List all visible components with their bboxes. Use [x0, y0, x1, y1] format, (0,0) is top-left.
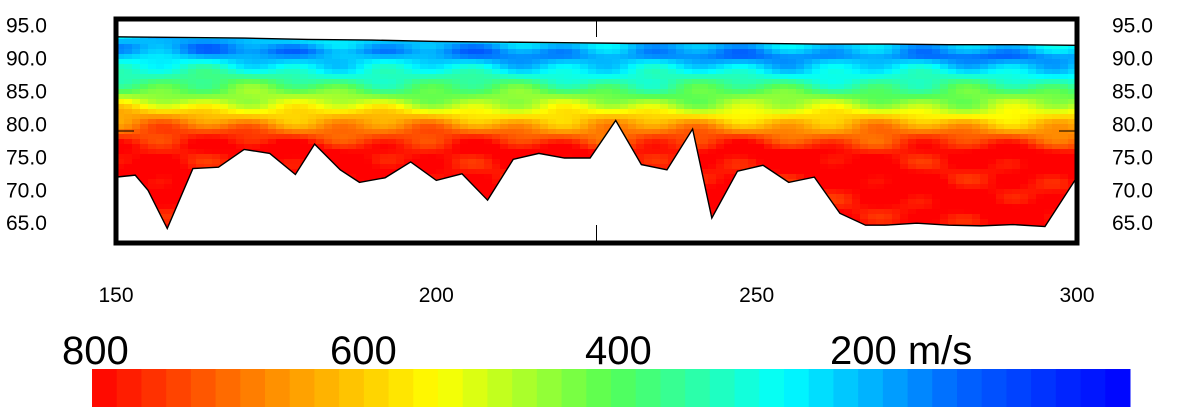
colorbar-segment: [982, 369, 1007, 407]
colorbar: [92, 369, 1131, 407]
colorbar-label: 200 m/s: [830, 329, 972, 373]
y-tick-label-right: 80.0: [1112, 113, 1153, 136]
colorbar-segment: [685, 369, 710, 407]
colorbar-segment: [438, 369, 463, 407]
colorbar-segment: [389, 369, 414, 407]
colorbar-segment: [858, 369, 883, 407]
colorbar-segment: [339, 369, 364, 407]
y-tick-label-right: 75.0: [1112, 146, 1153, 169]
colorbar-segment: [908, 369, 933, 407]
colorbar-segment: [512, 369, 537, 407]
colorbar-label: 600: [330, 329, 397, 373]
colorbar-segment: [216, 369, 241, 407]
colorbar-segment: [537, 369, 562, 407]
colorbar-segment: [660, 369, 685, 407]
colorbar-segment: [809, 369, 834, 407]
colorbar-segment: [487, 369, 512, 407]
colorbar-segment: [240, 369, 265, 407]
y-tick-label-right: 95.0: [1112, 15, 1153, 38]
y-tick-label-right: 85.0: [1112, 80, 1153, 103]
colorbar-segment: [611, 369, 636, 407]
colorbar-segment: [586, 369, 611, 407]
colorbar-segment: [265, 369, 290, 407]
colorbar-segment: [1006, 369, 1031, 407]
y-tick-label-left: 85.0: [6, 80, 47, 103]
y-tick-label-left: 70.0: [6, 179, 47, 202]
colorbar-segment: [636, 369, 661, 407]
colorbar-segment: [784, 369, 809, 407]
colorbar-segment: [562, 369, 587, 407]
colorbar-segment: [735, 369, 760, 407]
y-tick-label-right: 70.0: [1112, 179, 1153, 202]
colorbar-segment: [883, 369, 908, 407]
y-tick-label-left: 95.0: [6, 15, 47, 38]
colorbar-segment: [364, 369, 389, 407]
x-tick-label: 150: [98, 284, 133, 307]
colorbar-label: 400: [585, 329, 652, 373]
colorbar-segment: [1031, 369, 1056, 407]
y-tick-label-left: 90.0: [6, 48, 47, 71]
y-tick-label-left: 80.0: [6, 113, 47, 136]
colorbar-segment: [932, 369, 957, 407]
velocity-field: [116, 19, 1085, 245]
colorbar-segment: [957, 369, 982, 407]
colorbar-segment: [1105, 369, 1130, 407]
y-tick-label-right: 65.0: [1112, 212, 1153, 235]
x-tick-label: 250: [739, 284, 774, 307]
y-tick-label-right: 90.0: [1112, 48, 1153, 71]
colorbar-segment: [290, 369, 315, 407]
x-tick-label: 300: [1059, 284, 1094, 307]
colorbar-segment: [1056, 369, 1081, 407]
colorbar-segment: [1081, 369, 1106, 407]
colorbar-segment: [710, 369, 735, 407]
y-tick-label-left: 75.0: [6, 146, 47, 169]
colorbar-segment: [191, 369, 216, 407]
colorbar-segment: [759, 369, 784, 407]
colorbar-segment: [833, 369, 858, 407]
colorbar-segment: [413, 369, 438, 407]
x-tick-label: 200: [419, 284, 454, 307]
colorbar-label: 800: [62, 329, 129, 373]
colorbar-segment: [463, 369, 488, 407]
colorbar-segment: [117, 369, 142, 407]
y-tick-label-left: 65.0: [6, 212, 47, 235]
colorbar-segment: [92, 369, 117, 407]
colorbar-segment: [314, 369, 339, 407]
colorbar-segment: [166, 369, 191, 407]
colorbar-segment: [141, 369, 166, 407]
